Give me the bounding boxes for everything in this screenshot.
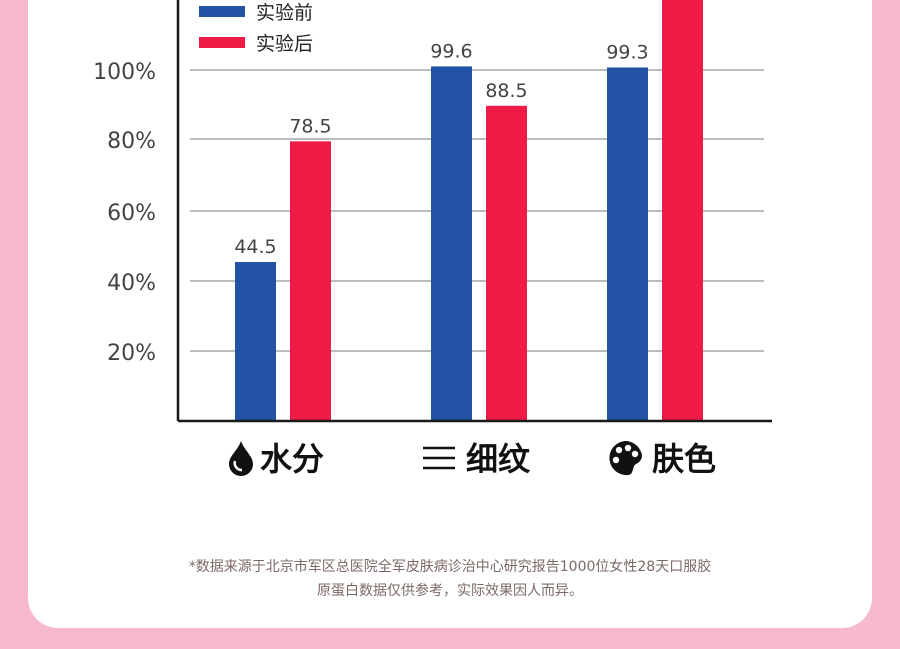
category-label: 肤色 bbox=[652, 440, 716, 478]
y-tick-label: 60% bbox=[107, 201, 156, 226]
legend-label: 实验前 bbox=[256, 2, 313, 24]
y-tick-label: 40% bbox=[107, 271, 156, 296]
data-label: 99.6 bbox=[430, 40, 472, 62]
data-label: 99.3 bbox=[606, 41, 648, 63]
y-tick-label: 20% bbox=[107, 341, 156, 366]
legend-label: 实验后 bbox=[256, 33, 313, 55]
category-label: 细纹 bbox=[466, 440, 531, 478]
bar bbox=[607, 67, 648, 421]
bar bbox=[235, 262, 276, 420]
bar bbox=[290, 141, 331, 420]
bar bbox=[431, 66, 472, 421]
footnote-line-1: *数据来源于北京市军区总医院全军皮肤病诊治中心研究报告1000位女性28天口服胶 bbox=[188, 559, 712, 575]
category-label: 水分 bbox=[260, 440, 324, 478]
drop-icon-highlight bbox=[233, 460, 243, 472]
bar bbox=[486, 105, 527, 420]
data-label: 44.5 bbox=[234, 236, 276, 258]
bar bbox=[662, 0, 703, 421]
palette-icon-dot bbox=[612, 456, 620, 464]
legend-swatch bbox=[199, 6, 245, 17]
data-label: 88.5 bbox=[485, 80, 527, 102]
y-tick-label: 100% bbox=[93, 60, 156, 85]
footnote-line-2: 原蛋白数据仅供参考，实际效果因人而异。 bbox=[317, 583, 583, 599]
data-label: 78.5 bbox=[289, 115, 331, 137]
legend-swatch bbox=[199, 37, 245, 48]
y-tick-label: 80% bbox=[107, 129, 156, 154]
palette-icon-dot bbox=[631, 450, 639, 458]
palette-icon-dot bbox=[624, 444, 632, 452]
palette-icon-dot bbox=[615, 446, 623, 454]
